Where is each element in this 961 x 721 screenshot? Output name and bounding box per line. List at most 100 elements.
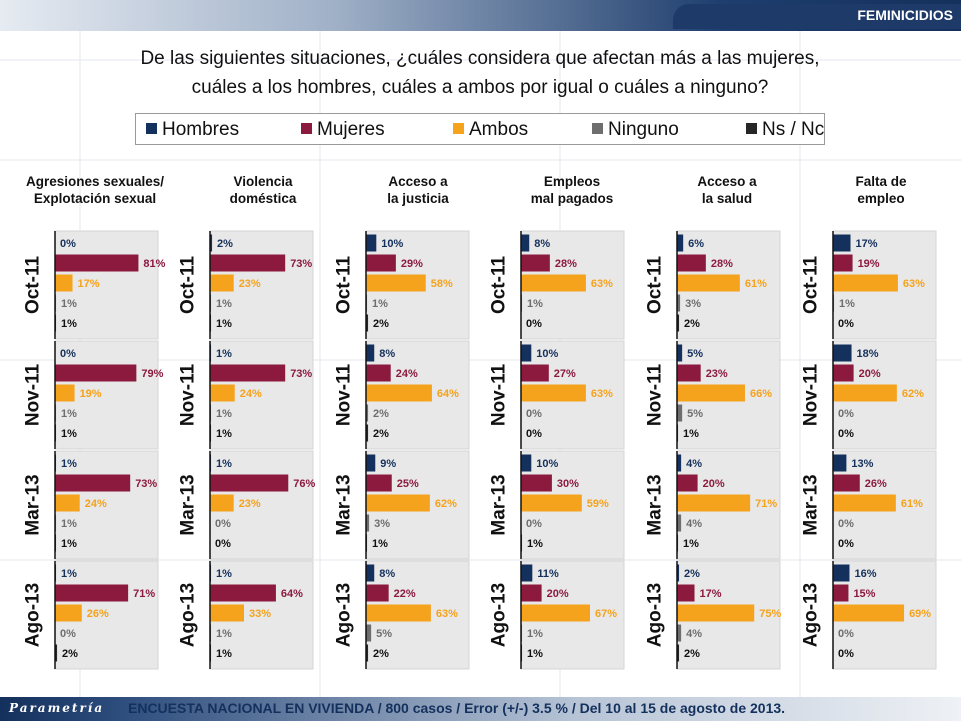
data-label-ambos: 24%: [240, 388, 262, 400]
legend-swatch: [746, 123, 757, 134]
data-label-ninguno: 1%: [527, 298, 543, 310]
data-label-ambos: 63%: [591, 278, 613, 290]
bar-mujeres: [833, 584, 849, 602]
bar-hombres: [677, 234, 684, 252]
group-title-justicia: Acceso a la justicia: [343, 173, 493, 207]
legend-item-nsnc: Ns / Nc: [746, 119, 824, 141]
data-label-nsnc: 0%: [526, 318, 542, 330]
bar-ambos: [55, 384, 75, 402]
bar-ambos: [677, 274, 740, 292]
data-label-hombres: 0%: [60, 238, 76, 250]
bar-hombres: [366, 344, 375, 362]
data-label-mujeres: 73%: [290, 368, 312, 380]
bar-mujeres: [677, 474, 698, 492]
data-label-ninguno: 1%: [216, 408, 232, 420]
data-label-ambos: 19%: [80, 388, 102, 400]
bar-ambos: [366, 494, 430, 512]
legend-label: Ambos: [469, 119, 529, 140]
period-label: Oct-11: [23, 256, 44, 315]
bar-hombres: [210, 234, 213, 252]
bar-mujeres: [366, 254, 396, 272]
group-title-falta-empleo: Falta de empleo: [806, 173, 956, 207]
period-label: Nov-11: [334, 363, 355, 426]
group-title-line: Violencia: [233, 174, 293, 189]
data-label-nsnc: 2%: [684, 648, 700, 660]
data-label-hombres: 1%: [61, 458, 77, 470]
data-label-hombres: 10%: [536, 458, 558, 470]
data-label-hombres: 1%: [216, 458, 232, 470]
data-label-mujeres: 64%: [281, 588, 303, 600]
data-label-mujeres: 20%: [547, 588, 569, 600]
bar-mujeres: [677, 364, 701, 382]
group-title-line: Falta de: [855, 174, 907, 189]
group-title-line: Explotación sexual: [33, 191, 157, 206]
data-label-ninguno: 0%: [60, 628, 76, 640]
bar-mujeres: [833, 254, 853, 272]
data-label-nsnc: 0%: [838, 538, 854, 550]
bar-mujeres: [833, 474, 860, 492]
bar-mujeres: [366, 584, 389, 602]
data-label-mujeres: 73%: [135, 478, 157, 490]
bar-ninguno: [366, 514, 370, 532]
data-label-ninguno: 0%: [838, 408, 854, 420]
bar-ambos: [677, 604, 755, 622]
data-label-mujeres: 24%: [396, 368, 418, 380]
period-label: Nov-11: [23, 363, 44, 426]
legend-item-hombres: Hombres: [146, 119, 239, 141]
data-label-hombres: 8%: [534, 238, 550, 250]
data-label-mujeres: 76%: [293, 478, 315, 490]
bar-ambos: [833, 604, 905, 622]
group-title-line: Acceso a: [697, 174, 757, 189]
data-label-ambos: 63%: [591, 388, 613, 400]
bar-hombres: [833, 344, 852, 362]
data-label-mujeres: 28%: [555, 258, 577, 270]
data-label-nsnc: 1%: [216, 428, 232, 440]
data-label-ninguno: 0%: [215, 518, 231, 530]
header-tab: [673, 4, 961, 29]
bar-hombres: [833, 454, 847, 472]
period-label: Ago-13: [23, 583, 44, 647]
data-label-nsnc: 2%: [373, 428, 389, 440]
header-label: FEMINICIDIOS: [857, 7, 953, 23]
bar-hombres: [521, 564, 533, 582]
data-label-nsnc: 1%: [216, 318, 232, 330]
data-label-nsnc: 0%: [215, 538, 231, 550]
data-label-nsnc: 1%: [683, 538, 699, 550]
bar-hombres: [677, 344, 683, 362]
data-label-hombres: 1%: [216, 568, 232, 580]
bar-mujeres: [210, 364, 286, 382]
group-title-line: empleo: [857, 191, 905, 206]
period-label: Nov-11: [801, 363, 822, 426]
data-label-hombres: 8%: [379, 348, 395, 360]
footer-bar: Parametría ENCUESTA NACIONAL EN VIVIENDA…: [0, 697, 961, 721]
data-label-nsnc: 1%: [527, 648, 543, 660]
bar-mujeres: [210, 584, 276, 602]
data-label-mujeres: 15%: [853, 588, 875, 600]
data-label-nsnc: 0%: [838, 318, 854, 330]
data-label-ninguno: 0%: [838, 518, 854, 530]
data-label-nsnc: 0%: [838, 428, 854, 440]
group-title-violencia: Violencia doméstica: [188, 173, 338, 207]
data-label-ambos: 17%: [78, 278, 100, 290]
bar-ambos: [210, 384, 235, 402]
data-label-ninguno: 1%: [372, 298, 388, 310]
data-label-mujeres: 22%: [394, 588, 416, 600]
bar-hombres: [521, 454, 532, 472]
bar-ambos: [521, 274, 586, 292]
data-label-hombres: 4%: [686, 458, 702, 470]
data-label-mujeres: 30%: [557, 478, 579, 490]
period-label: Ago-13: [645, 583, 666, 647]
group-title-empleos: Empleos mal pagados: [497, 173, 647, 207]
bar-mujeres: [521, 474, 552, 492]
group-title-line: Agresiones sexuales/: [25, 174, 165, 189]
bar-ambos: [521, 494, 582, 512]
data-label-mujeres: 29%: [401, 258, 423, 270]
bar-mujeres: [677, 254, 706, 272]
bar-nsnc: [366, 314, 369, 332]
bar-mujeres: [521, 364, 549, 382]
data-label-ninguno: 0%: [526, 408, 542, 420]
bar-ninguno: [677, 404, 683, 422]
bar-ambos: [55, 604, 82, 622]
bar-ninguno: [366, 404, 369, 422]
bar-ambos: [210, 274, 234, 292]
